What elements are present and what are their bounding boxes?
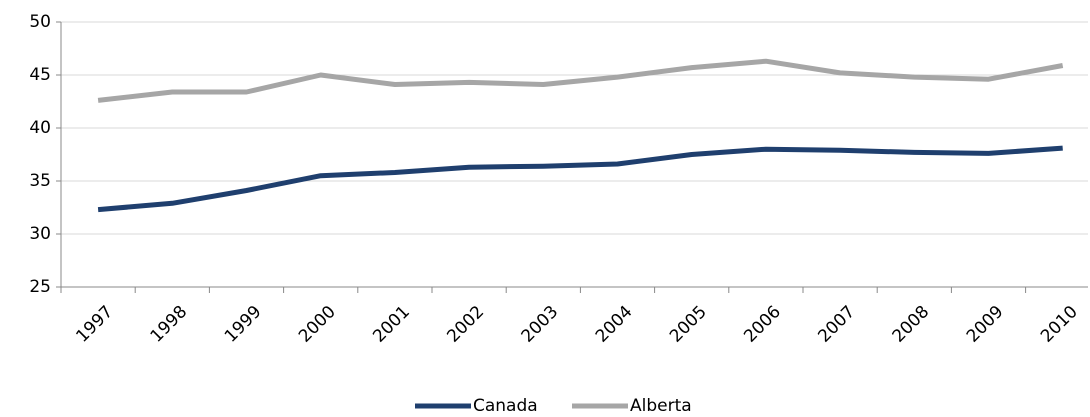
series-line	[97, 58, 1064, 103]
x-tick-label: 2000	[295, 302, 340, 347]
x-tick-label: 2004	[592, 302, 637, 347]
x-tick-label: 2010	[1037, 302, 1082, 347]
x-tick-label: 1999	[221, 302, 266, 347]
x-tick-label: 1997	[72, 302, 117, 347]
y-tick-label: 25	[29, 277, 51, 297]
x-tick-label: 2001	[369, 302, 414, 347]
x-tick-label: 2007	[814, 302, 859, 347]
y-tick-label: 50	[29, 12, 51, 32]
x-tick-label: 2009	[963, 302, 1008, 347]
y-tick-label: 30	[29, 224, 51, 244]
x-tick-label: 2005	[666, 302, 711, 347]
legend-label: Alberta	[630, 396, 692, 416]
x-tick-label: 2006	[740, 302, 785, 347]
x-tick-label: 2002	[443, 302, 488, 347]
x-tick-label: 1998	[147, 302, 192, 347]
y-tick-label: 35	[29, 171, 51, 191]
y-tick-label: 40	[29, 118, 51, 138]
x-tick-label: 2008	[889, 302, 934, 347]
series-line	[97, 145, 1063, 213]
x-tick-label: 2003	[518, 302, 563, 347]
y-tick-label: 45	[29, 65, 51, 85]
legend-label: Canada	[473, 396, 538, 416]
